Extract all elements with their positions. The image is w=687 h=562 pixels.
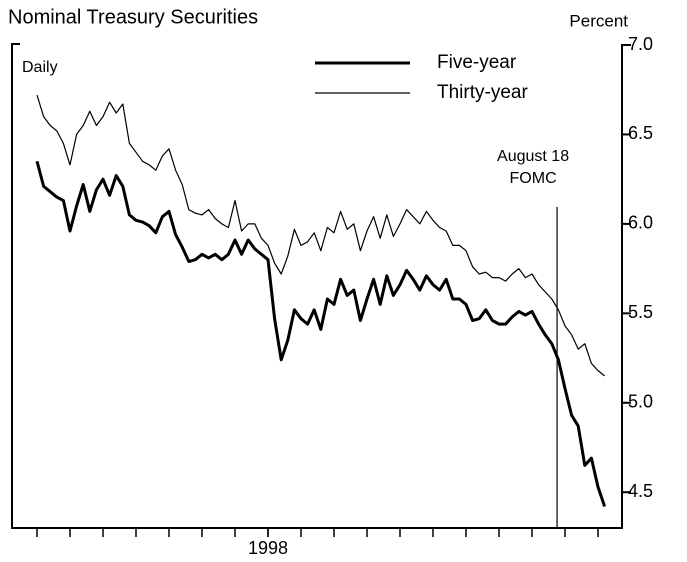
y-tick-label: 5.0 (628, 392, 653, 412)
y-axis-label: Percent (569, 11, 628, 30)
legend-label: Thirty-year (437, 82, 528, 103)
y-tick-label: 6.0 (628, 213, 653, 233)
frequency-label: Daily (22, 59, 58, 76)
annotation-text: FOMC (510, 170, 557, 187)
y-tick-label: 6.5 (628, 123, 653, 143)
chart-title: Nominal Treasury Securities (8, 6, 258, 28)
series-line (35, 160, 607, 507)
y-tick-label: 7.0 (628, 34, 653, 54)
series-line (36, 94, 605, 377)
y-tick-label: 5.5 (628, 302, 653, 322)
x-tick-label: 1998 (248, 538, 288, 558)
annotation-text: August 18 (497, 148, 569, 165)
legend-label: Five-year (437, 52, 517, 73)
y-tick-label: 4.5 (628, 481, 653, 501)
